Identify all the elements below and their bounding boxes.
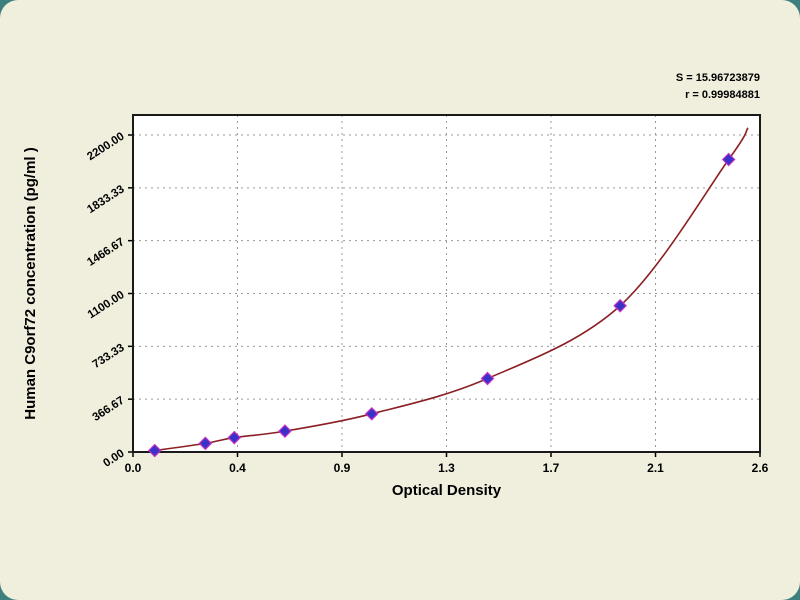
x-axis-title: Optical Density: [391, 482, 502, 499]
svg-text:2.6: 2.6: [752, 461, 769, 475]
fit-stat-s: S = 15.96723879: [675, 72, 760, 84]
svg-text:1466.67: 1466.67: [85, 236, 126, 269]
svg-text:1.7: 1.7: [543, 461, 560, 475]
svg-text:733.33: 733.33: [91, 342, 127, 371]
svg-text:0.00: 0.00: [101, 447, 126, 469]
svg-text:2.1: 2.1: [647, 461, 664, 475]
svg-text:1100.00: 1100.00: [86, 289, 127, 321]
fit-stat-r: r = 0.99984881: [685, 89, 760, 101]
svg-text:0.4: 0.4: [229, 461, 246, 475]
svg-text:1833.33: 1833.33: [85, 183, 126, 216]
svg-text:366.67: 366.67: [91, 395, 127, 424]
svg-text:1.3: 1.3: [438, 461, 455, 475]
fit-statistics: S = 15.96723879 r = 0.99984881: [676, 70, 760, 104]
svg-text:2200.00: 2200.00: [85, 130, 126, 163]
svg-text:0.0: 0.0: [125, 461, 142, 475]
svg-text:0.9: 0.9: [334, 461, 351, 475]
